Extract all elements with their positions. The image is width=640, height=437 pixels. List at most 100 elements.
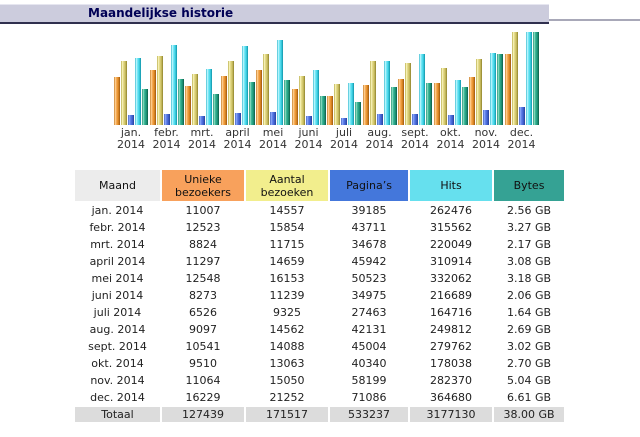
table-cell: 249812 — [430, 323, 472, 336]
bar-paginas — [412, 114, 418, 125]
table-cell: 2.69 GB — [506, 323, 552, 336]
table-cell: mrt. 2014 — [90, 238, 145, 251]
bar-hits — [348, 83, 354, 125]
table-cell: 3.02 GB — [506, 340, 552, 353]
bar-bytes — [213, 94, 219, 125]
bar-hits — [135, 58, 141, 125]
bar-hits — [454, 80, 461, 125]
bar-paginas — [447, 115, 454, 125]
table-cell: dec. 2014 — [90, 391, 145, 404]
table-cell: 27463 — [351, 306, 387, 319]
table-cell: 332062 — [430, 272, 472, 285]
table-cell: 40340 — [351, 357, 387, 370]
bar-unieke-bezoekers — [398, 79, 404, 125]
col-header-paginas: Pagina’s — [330, 170, 408, 201]
table-cell: 11297 — [185, 255, 221, 268]
table-cell: 14562 — [269, 323, 305, 336]
table-cell: 34975 — [351, 289, 387, 302]
bar-unieke-bezoekers — [469, 77, 475, 125]
chart-month-label: mei 2014 — [259, 126, 287, 151]
table-row: mrt. 2014 8824 11715 34678 220049 2.17 GB — [75, 237, 564, 252]
table-row: okt. 2014 9510 13063 40340 178038 2.70 GB — [75, 356, 564, 371]
table-cell: 6526 — [189, 306, 217, 319]
table-cell: sept. 2014 — [88, 340, 147, 353]
table-cell: 364680 — [430, 391, 472, 404]
table-cell: 1.64 GB — [506, 306, 552, 319]
chart-month-group — [185, 69, 219, 125]
table-row: aug. 2014 9097 14562 42131 249812 2.69 GB — [75, 322, 564, 337]
section-header: Maandelijkse historie — [0, 0, 640, 24]
bar-hits — [170, 45, 177, 125]
table-row: juni 2014 8273 11239 34975 216689 2.06 GB — [75, 288, 564, 303]
table-cell: 11239 — [269, 289, 305, 302]
bar-hits — [525, 32, 532, 125]
table-cell: 58199 — [351, 374, 387, 387]
table-cell: 15050 — [269, 374, 305, 387]
bar-bytes — [284, 80, 290, 125]
table-cell: 3.27 GB — [506, 221, 552, 234]
table-row: mei 2014 12548 16153 50523 332062 3.18 GB — [75, 271, 564, 286]
table-cell: 12548 — [185, 272, 221, 285]
table-cell: 282370 — [430, 374, 472, 387]
table-cell: 11064 — [185, 374, 221, 387]
bar-unieke-bezoekers — [433, 83, 440, 125]
bar-aantal-bezoeken — [263, 54, 269, 125]
table-cell-total: Totaal — [75, 407, 160, 422]
table-cell: 11715 — [269, 238, 305, 251]
table-cell: 9097 — [189, 323, 217, 336]
bar-hits — [206, 69, 212, 125]
table-cell: 45942 — [351, 255, 387, 268]
table-cell: 71086 — [351, 391, 387, 404]
bar-bytes — [390, 87, 397, 125]
bar-bytes — [319, 96, 326, 125]
bar-bytes — [497, 54, 503, 125]
table-row: sept. 2014 10541 14088 45004 279762 3.02 GB — [75, 339, 564, 354]
table-cell: 216689 — [430, 289, 472, 302]
bar-bytes — [142, 89, 148, 125]
table-cell: 9325 — [273, 306, 301, 319]
bar-bytes — [426, 83, 432, 125]
chart-month-label: nov. 2014 — [472, 126, 500, 151]
bar-aantal-bezoeken — [440, 68, 447, 125]
table-cell: 3.08 GB — [506, 255, 552, 268]
chart-month-label: jan. 2014 — [117, 126, 145, 151]
table-cell: juli 2014 — [93, 306, 142, 319]
table-cell: 5.04 GB — [506, 374, 552, 387]
table-cell: febr. 2014 — [89, 221, 146, 234]
table-cell: 220049 — [430, 238, 472, 251]
chart-month-group — [327, 83, 361, 125]
table-cell: aug. 2014 — [89, 323, 146, 336]
table-cell: mei 2014 — [91, 272, 144, 285]
table-cell: april 2014 — [89, 255, 146, 268]
table-cell: 42131 — [351, 323, 387, 336]
table-cell: 3.18 GB — [506, 272, 552, 285]
bar-bytes — [355, 102, 361, 125]
table-cell: 39185 — [351, 204, 387, 217]
bar-bytes — [248, 82, 255, 125]
table-cell: 8273 — [189, 289, 217, 302]
table-cell: 2.06 GB — [506, 289, 552, 302]
table-cell: 16153 — [269, 272, 305, 285]
bar-bytes — [461, 87, 468, 125]
bar-paginas — [376, 114, 383, 125]
table-header-row: Maand Unieke bezoekers Aantal bezoeken Pagi… — [75, 170, 564, 201]
bar-paginas — [270, 112, 276, 125]
chart-month-group — [362, 61, 397, 125]
bar-aantal-bezoeken — [227, 61, 234, 125]
chart-month-group — [256, 40, 290, 125]
chart-month-group — [114, 58, 148, 125]
chart-month-label: juli 2014 — [330, 126, 358, 151]
bar-aantal-bezoeken — [334, 84, 340, 125]
bar-unieke-bezoekers — [362, 85, 369, 125]
table-row: jan. 2014 11007 14557 39185 262476 2.56 GB — [75, 203, 564, 218]
bar-unieke-bezoekers — [327, 96, 333, 125]
table-cell: okt. 2014 — [91, 357, 144, 370]
table-cell: 45004 — [351, 340, 387, 353]
chart-month-group — [398, 54, 432, 125]
table-cell: 8824 — [189, 238, 217, 251]
bar-hits — [383, 61, 390, 125]
chart-month-group — [149, 45, 184, 125]
bar-paginas — [163, 114, 170, 125]
bar-aantal-bezoeken — [156, 56, 163, 125]
col-header-maand: Maand — [75, 170, 160, 201]
